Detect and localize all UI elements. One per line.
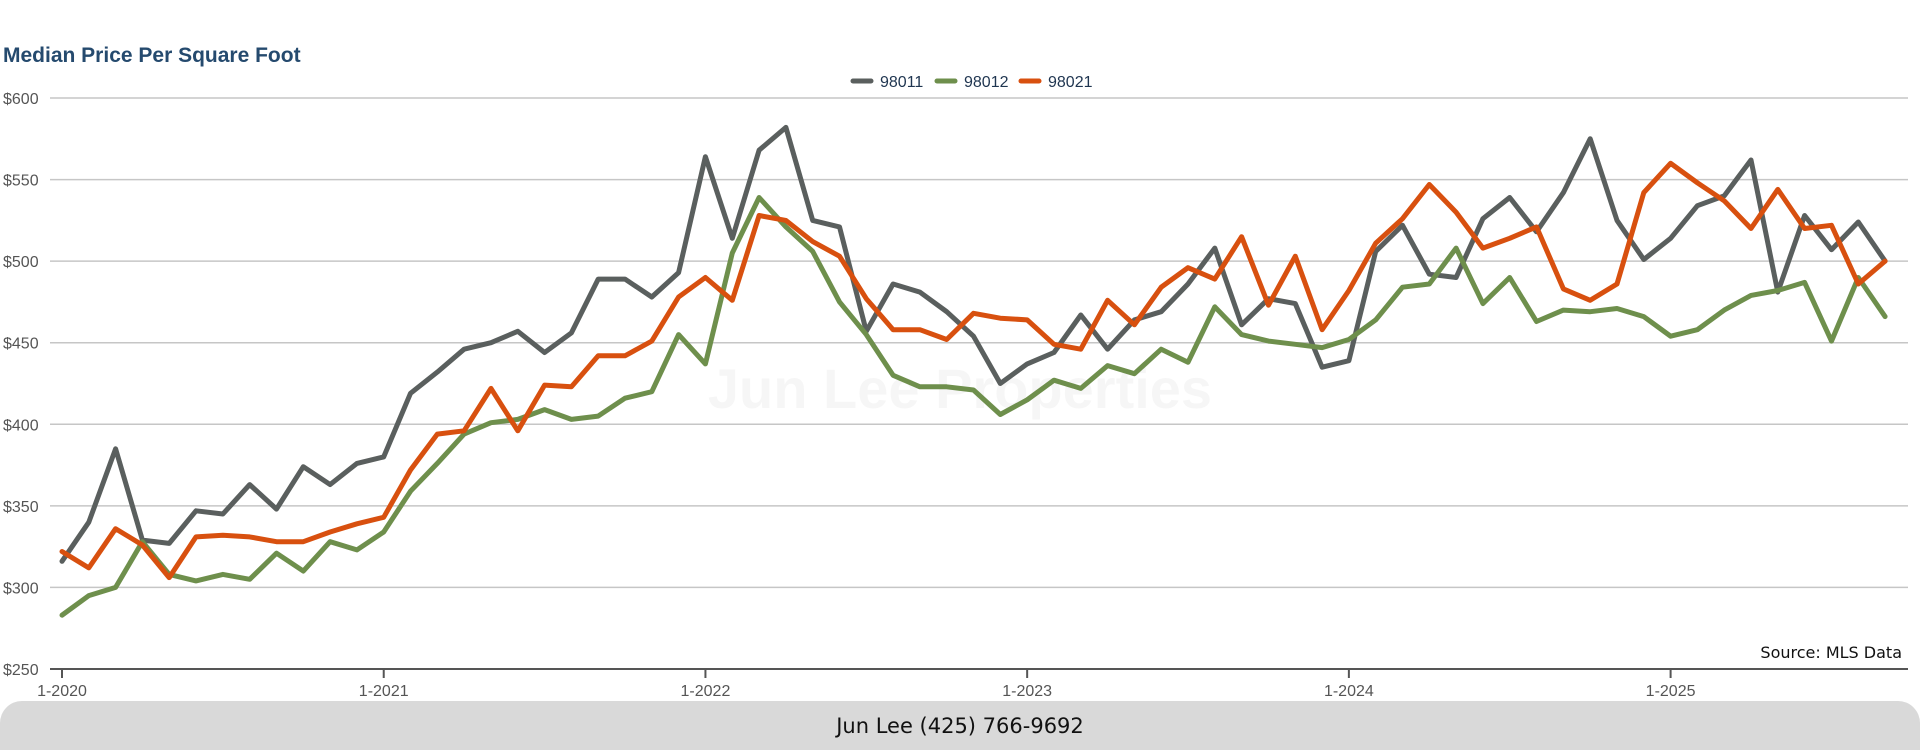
legend-label-98021: 98021 [1048, 74, 1093, 91]
y-tick-label: $350 [3, 499, 39, 516]
legend: 98011 98012 98021 [850, 74, 1093, 91]
x-axis: 1-2020 1-2021 1-2022 1-2023 1-2024 1-2025 [37, 668, 1908, 700]
y-tick-label: $450 [3, 336, 39, 353]
source-note: Source: MLS Data [1760, 643, 1902, 662]
series-lines [59, 124, 1888, 618]
x-tick-label: 1-2024 [1324, 683, 1374, 700]
y-tick-label: $500 [3, 254, 39, 271]
series-line-98021 [59, 160, 1888, 581]
legend-label-98011: 98011 [880, 74, 923, 91]
x-tick-label: 1-2022 [681, 683, 731, 700]
y-tick-label: $600 [3, 91, 39, 108]
x-tick-label: 1-2021 [359, 683, 409, 700]
y-tick-label: $400 [3, 417, 39, 434]
y-tick-label: $250 [3, 662, 39, 679]
y-tick-label: $300 [3, 580, 39, 597]
legend-label-98012: 98012 [964, 74, 1009, 91]
x-tick-label: 1-2020 [37, 683, 87, 700]
series-line-98011 [59, 124, 1888, 564]
series-line-98012 [59, 195, 1888, 618]
y-axis-ticks: $250 $300 $350 $400 $450 $500 $550 $600 [3, 91, 39, 679]
chart-title: Median Price Per Square Foot [3, 44, 301, 67]
x-tick-label: 1-2025 [1646, 683, 1696, 700]
y-tick-label: $550 [3, 173, 39, 190]
footer-contact: Jun Lee (425) 766-9692 [836, 713, 1084, 738]
footer-bar: Jun Lee (425) 766-9692 [0, 701, 1920, 750]
gridlines [50, 97, 1908, 589]
x-tick-label: 1-2023 [1002, 683, 1052, 700]
